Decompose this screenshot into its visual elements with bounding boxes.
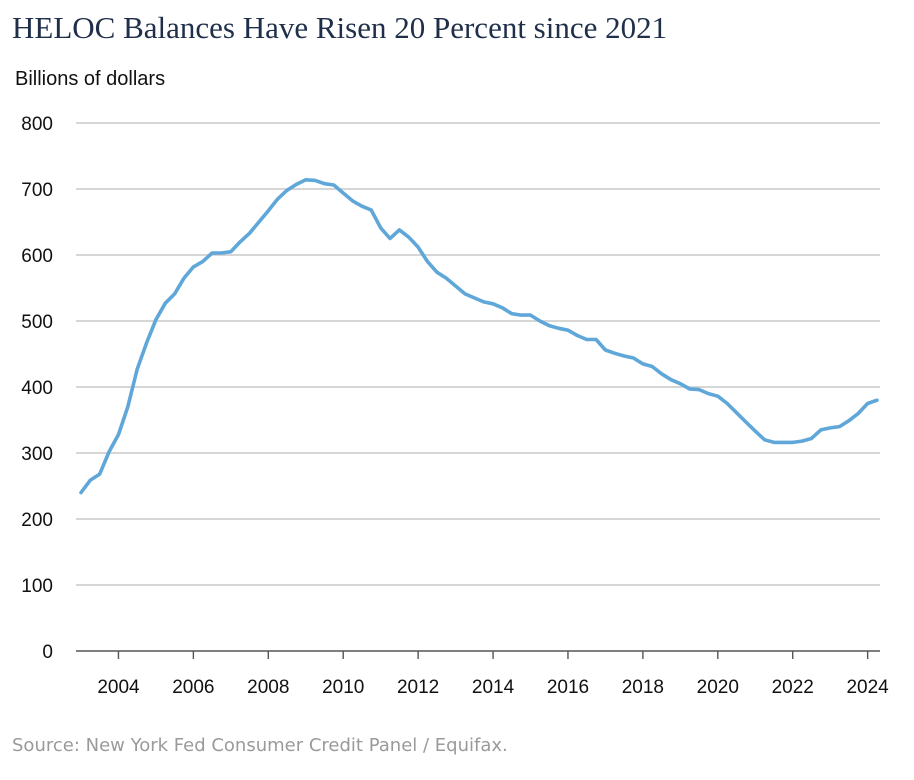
x-tick-label: 2010 [322,677,364,698]
x-tick-label: 2024 [846,677,889,698]
x-tick-label: 2012 [397,677,439,698]
series-group [79,178,879,495]
x-tick-label: 2022 [772,677,814,698]
chart-title: HELOC Balances Have Risen 20 Percent sin… [12,10,668,45]
x-tick-label: 2004 [97,677,140,698]
x-axis: 2004 2006 2008 2010 2012 2014 2016 2018 2020 2022… [76,650,889,698]
x-tick-label: 2020 [697,677,739,698]
source-note: Source: New York Fed Consumer Credit Pan… [12,735,508,756]
x-tick-label: 2014 [472,677,515,698]
y-axis-label: Billions of dollars [15,68,165,90]
y-tick-label: 200 [21,510,53,531]
y-tick-label: 100 [21,576,53,597]
line-chart: Billions of dollars 0 100 200 300 400 500 600 7… [15,68,889,698]
x-tick-label: 2018 [622,677,664,698]
y-tick-label: 300 [21,444,53,465]
y-tick-label: 500 [21,312,53,333]
y-tick-label: 700 [21,180,53,201]
y-tick-label: 600 [21,246,53,267]
x-tick-label: 2006 [172,677,214,698]
series-line-0 [79,178,879,495]
gridlines [76,122,880,586]
y-tick-labels: 0 100 200 300 400 500 600 700 800 [21,114,53,663]
y-tick-label: 400 [21,378,53,399]
x-tick-label: 2016 [547,677,589,698]
y-tick-label: 800 [21,114,53,135]
x-tick-label: 2008 [247,677,289,698]
y-tick-label: 0 [42,642,53,663]
